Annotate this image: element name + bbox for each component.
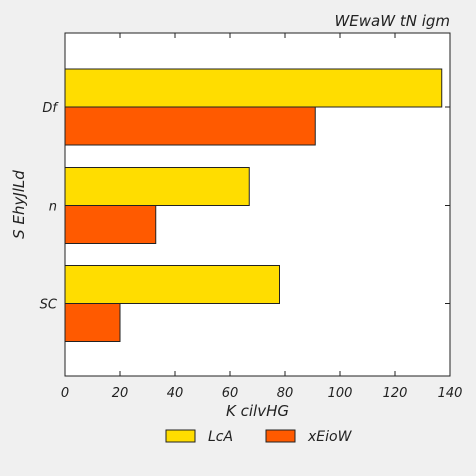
bar-xEioW-SC bbox=[64, 303, 121, 342]
bar-xEioW-n bbox=[64, 205, 157, 244]
y-tick-label: n bbox=[49, 200, 57, 215]
legend-swatch-LcA bbox=[165, 429, 196, 443]
bar-LcA-SC bbox=[64, 265, 280, 304]
bar-LcA-n bbox=[64, 167, 250, 206]
y-tick-label: SC bbox=[40, 298, 58, 313]
bar-LcA-Df bbox=[64, 68, 443, 108]
bars-group bbox=[64, 68, 443, 342]
bar-xEioW-Df bbox=[64, 106, 316, 146]
x-tick-label: 140 bbox=[438, 386, 463, 401]
x-tick-label: 20 bbox=[112, 386, 129, 401]
y-axis: Df n SC bbox=[40, 101, 450, 313]
x-tick-label: 80 bbox=[277, 386, 294, 401]
legend-label-xEioW: xEioW bbox=[307, 429, 353, 445]
x-axis-label: K cilvHG bbox=[226, 402, 289, 420]
x-axis: 0 20 40 60 80 100 120 140 bbox=[61, 33, 463, 401]
y-tick-label: Df bbox=[42, 101, 59, 116]
x-tick-label: 120 bbox=[383, 386, 408, 401]
x-tick-label: 60 bbox=[222, 386, 239, 401]
legend-label-LcA: LcA bbox=[208, 429, 233, 445]
x-tick-label: 0 bbox=[61, 386, 69, 401]
chart-title: WEwaW tN igm bbox=[334, 12, 450, 30]
y-axis-label: S EhyJlLd bbox=[10, 170, 28, 239]
legend: LcA xEioW bbox=[165, 429, 353, 445]
x-tick-label: 40 bbox=[167, 386, 184, 401]
x-tick-label: 100 bbox=[328, 386, 353, 401]
legend-swatch-xEioW bbox=[265, 429, 296, 443]
